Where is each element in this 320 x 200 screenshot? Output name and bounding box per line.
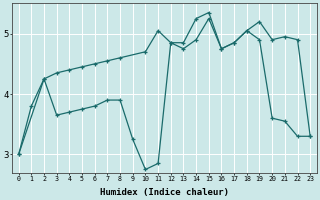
X-axis label: Humidex (Indice chaleur): Humidex (Indice chaleur) [100, 188, 229, 197]
